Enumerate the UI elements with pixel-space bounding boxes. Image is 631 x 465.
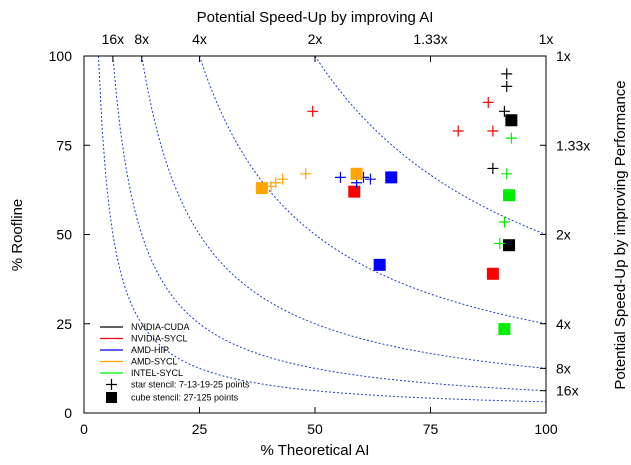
cube-stencil-point (486, 267, 499, 280)
right-tick-label: 8x (556, 360, 571, 376)
top-tick-label: 16x (102, 31, 125, 47)
speedup-curve-4x (199, 55, 547, 325)
cube-stencil-point (255, 182, 268, 195)
cube-stencil-point (498, 323, 511, 336)
cube-stencil-point (348, 185, 361, 198)
y-tick-label: 100 (49, 48, 73, 64)
star-stencil-point (494, 237, 506, 249)
cube-stencil-point (373, 258, 386, 271)
right-tick-label: 1x (556, 48, 571, 64)
star-stencil-point (501, 80, 513, 92)
y-axis-label: % Roofline (9, 199, 26, 272)
star-stencil-point (482, 96, 494, 108)
y-tick-label: 75 (56, 137, 72, 153)
star-stencil-point (501, 168, 513, 180)
legend-star-marker (106, 379, 117, 390)
legend-entry-label: NVIDIA-CUDA (131, 322, 190, 332)
x-tick-label: 100 (534, 421, 558, 437)
star-stencil-point (334, 171, 346, 183)
star-stencil-point (505, 132, 517, 144)
cube-stencil-point (385, 171, 398, 184)
chart-title: Potential Speed-Up by improving AI (197, 9, 434, 26)
star-stencil-point (300, 168, 312, 180)
legend-marker-label: star stencil: 7-13-19-25 points (131, 380, 250, 390)
legend-marker-label: cube stencil: 27-125 points (131, 393, 239, 403)
legend-entry-label: AMD-HIP (131, 345, 169, 355)
y-tick-label: 25 (56, 316, 72, 332)
legend-cube-marker (106, 392, 117, 403)
star-stencil-point (364, 173, 376, 185)
star-stencil-point (487, 125, 499, 137)
x-axis-label: % Theoretical AI (261, 442, 370, 459)
star-stencil-point (452, 125, 464, 137)
top-tick-label: 2x (308, 31, 323, 47)
right-tick-label: 1.33x (556, 137, 590, 153)
star-stencil-point (277, 173, 289, 185)
right-tick-label: 2x (556, 227, 571, 243)
x-tick-label: 75 (423, 421, 439, 437)
top-tick-label: 8x (134, 31, 149, 47)
x-tick-label: 25 (192, 421, 208, 437)
x-tick-label: 50 (307, 421, 323, 437)
data-points (255, 68, 518, 336)
cube-stencil-point (350, 167, 363, 180)
star-stencil-point (498, 105, 510, 117)
cube-stencil-point (505, 114, 518, 127)
top-tick-label: 4x (192, 31, 207, 47)
top-tick-label: 1x (539, 31, 554, 47)
y-tick-label: 0 (64, 405, 72, 421)
cube-stencil-point (503, 189, 516, 202)
y2-axis-label: Potential Speed-Up by improving Performa… (612, 80, 629, 389)
speedup-curves (97, 55, 547, 403)
speedup-curve-8x (141, 55, 547, 369)
legend-entry-label: NVIDIA-SYCL (131, 334, 188, 344)
legend-entry-label: AMD-SYCL (131, 357, 178, 367)
star-stencil-point (501, 68, 513, 80)
y-tick-label: 50 (56, 227, 72, 243)
star-stencil-point (498, 216, 510, 228)
speedup-curve-32x (97, 55, 547, 403)
plot-frame (83, 55, 547, 414)
star-stencil-point (487, 162, 499, 174)
cube-stencil-point (503, 239, 516, 252)
right-tick-label: 16x (556, 383, 579, 399)
speedup-curve-16x (112, 55, 547, 392)
right-tick-label: 4x (556, 316, 571, 332)
x-tick-label: 0 (80, 421, 88, 437)
legend-entry-label: INTEL-SYCL (131, 368, 183, 378)
star-stencil-point (307, 105, 319, 117)
top-tick-label: 1.33x (413, 31, 447, 47)
